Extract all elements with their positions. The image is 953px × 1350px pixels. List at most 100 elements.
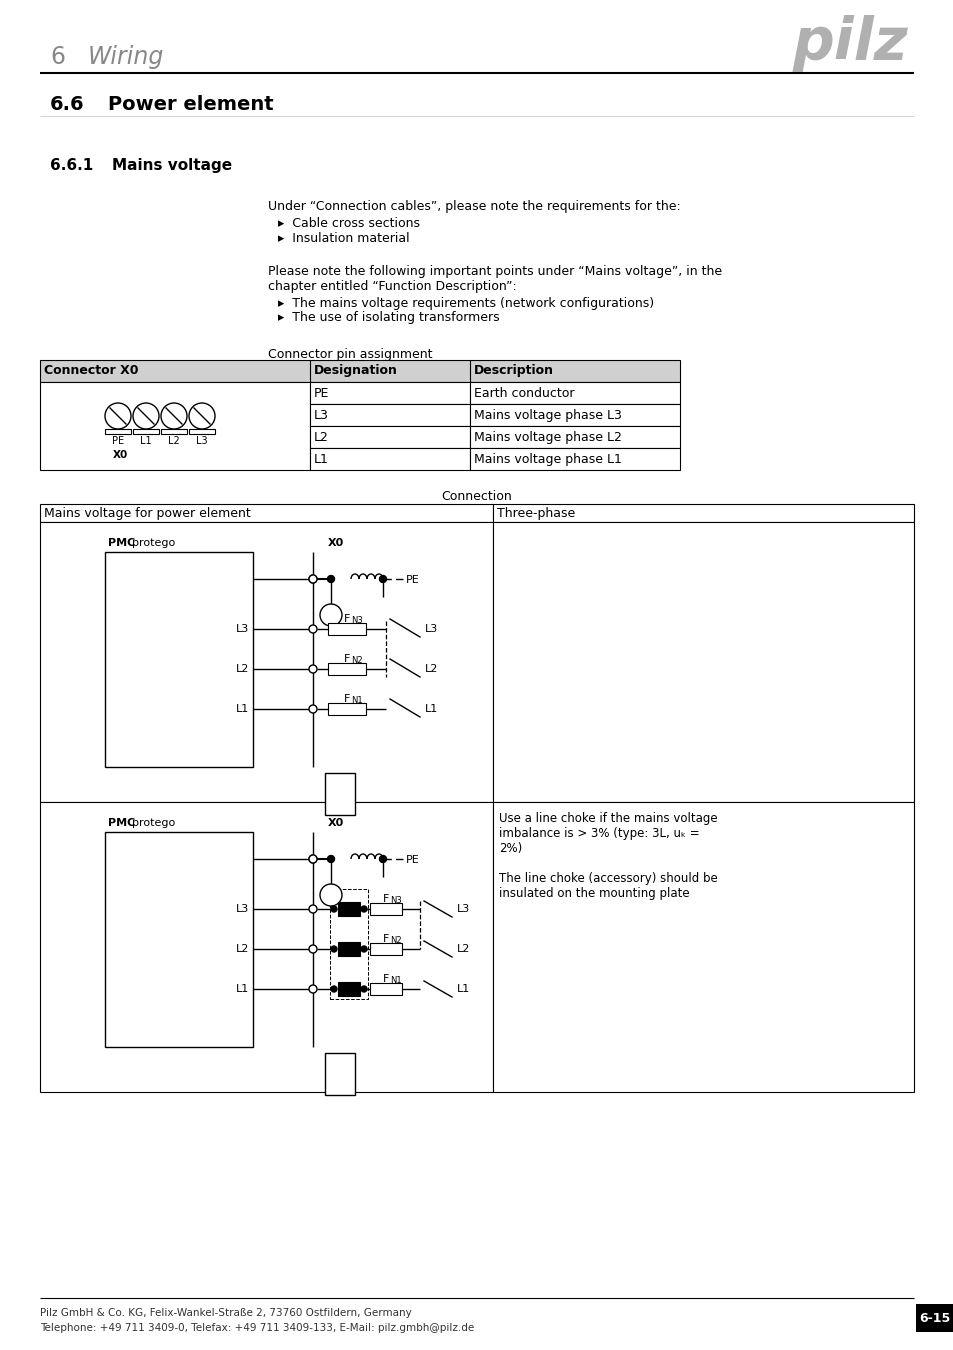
Bar [310,404,470,427]
Bar [310,448,470,470]
Bar [105,429,131,433]
Circle shape [309,625,316,633]
Text: L1: L1 [424,703,437,714]
Text: F: F [343,653,350,664]
Text: L3: L3 [424,624,437,634]
Text: Mains voltage phase L3: Mains voltage phase L3 [474,409,621,423]
Bar [325,1053,355,1095]
Text: Under “Connection cables”, please note the requirements for the:: Under “Connection cables”, please note t… [268,200,680,213]
Circle shape [309,705,316,713]
Circle shape [309,855,316,863]
Text: F: F [382,934,389,944]
Text: F: F [382,894,389,904]
Bar [337,981,359,996]
Bar [470,404,679,427]
Text: 6-15: 6-15 [919,1311,949,1324]
Text: L2: L2 [168,436,180,446]
Bar [337,902,359,917]
Bar [40,522,493,802]
Text: Wiring: Wiring [88,45,164,69]
Text: L1: L1 [314,454,329,466]
Text: ▸  Insulation material: ▸ Insulation material [277,232,409,244]
Text: L2: L2 [424,664,438,674]
Bar [189,429,214,433]
Text: Mains voltage for power element: Mains voltage for power element [44,508,251,520]
Text: N2: N2 [351,656,362,666]
Text: L3: L3 [235,904,249,914]
Circle shape [327,856,335,863]
Circle shape [331,906,336,913]
Bar [493,504,913,522]
Text: X0: X0 [328,818,344,828]
Text: Earth conductor: Earth conductor [474,387,574,400]
Circle shape [360,946,367,952]
Bar [330,890,368,999]
Text: PMC: PMC [108,539,135,548]
Bar [40,504,493,522]
Text: PMC: PMC [108,818,135,828]
Circle shape [327,575,335,582]
Bar [493,802,913,1092]
Text: Please note the following important points under “Mains voltage”, in the
chapter: Please note the following important poin… [268,265,721,293]
Text: N1: N1 [390,976,401,986]
Bar [310,382,470,404]
Text: L3: L3 [235,624,249,634]
Circle shape [309,945,316,953]
Circle shape [132,404,159,429]
Bar [328,663,366,675]
Circle shape [379,856,386,863]
Text: PE: PE [314,387,329,400]
Text: Connection: Connection [441,490,512,504]
Text: Telephone: +49 711 3409-0, Telefax: +49 711 3409-133, E-Mail: pilz.gmbh@pilz.de: Telephone: +49 711 3409-0, Telefax: +49 … [40,1323,474,1332]
Bar [105,552,253,767]
Text: N3: N3 [390,896,401,905]
Circle shape [319,884,341,906]
Text: F: F [343,694,350,703]
Text: L3: L3 [314,409,329,423]
Text: Pilz GmbH & Co. KG, Felix-Wankel-Straße 2, 73760 Ostfildern, Germany: Pilz GmbH & Co. KG, Felix-Wankel-Straße … [40,1308,412,1318]
Text: F: F [343,614,350,624]
Bar [370,983,401,995]
Circle shape [309,986,316,994]
Text: 6.6.1: 6.6.1 [50,158,93,173]
Text: X0: X0 [328,539,344,548]
Text: Three-phase: Three-phase [497,508,575,520]
Circle shape [309,575,316,583]
Text: ▸  The use of isolating transformers: ▸ The use of isolating transformers [277,310,499,324]
Circle shape [360,986,367,992]
Circle shape [309,575,316,583]
Text: Mains voltage phase L1: Mains voltage phase L1 [474,454,621,466]
Bar [370,903,401,915]
Bar [40,382,310,470]
Text: protego: protego [132,818,175,828]
Bar [470,448,679,470]
Text: N1: N1 [351,697,362,705]
Text: L2: L2 [314,431,329,444]
Bar [328,622,366,634]
Circle shape [105,404,131,429]
Text: L1: L1 [140,436,152,446]
Text: L1: L1 [235,703,249,714]
Text: L1: L1 [235,984,249,994]
Circle shape [309,904,316,913]
Circle shape [331,986,336,992]
Text: Mains voltage: Mains voltage [112,158,232,173]
Text: L2: L2 [235,944,249,954]
Bar [40,360,679,382]
Circle shape [309,666,316,674]
Text: Use a line choke if the mains voltage
imbalance is > 3% (type: 3L, uₖ =
2%)

The: Use a line choke if the mains voltage im… [498,811,717,900]
Text: L3: L3 [196,436,208,446]
Text: X0: X0 [112,450,128,460]
Bar [161,429,187,433]
Bar [470,427,679,448]
Text: Designation: Designation [314,364,397,377]
Bar [370,944,401,954]
Bar [310,427,470,448]
Text: Description: Description [474,364,554,377]
Bar [337,942,359,956]
Circle shape [161,404,187,429]
Circle shape [360,906,367,913]
Text: PE: PE [406,855,419,865]
Text: F: F [382,973,389,984]
Text: Power element: Power element [108,95,274,113]
